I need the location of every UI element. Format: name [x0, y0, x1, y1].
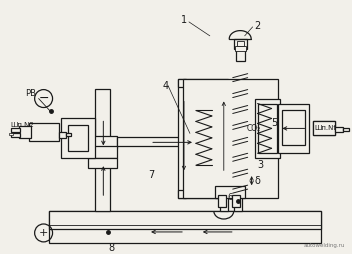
Text: +: +: [39, 228, 48, 238]
Text: Шп.Nf: Шп.Nf: [314, 125, 336, 131]
Text: РВ: РВ: [25, 89, 36, 98]
Bar: [49, 211, 321, 243]
Text: 7: 7: [148, 170, 155, 180]
Bar: [235, 46, 246, 51]
Bar: [234, 39, 247, 49]
Bar: [49, 211, 321, 229]
Bar: [282, 110, 306, 145]
Bar: [67, 133, 71, 136]
Bar: [11, 133, 20, 137]
Bar: [69, 125, 88, 151]
Bar: [215, 186, 245, 198]
Text: 2: 2: [254, 21, 261, 31]
Text: δ: δ: [254, 176, 260, 186]
Text: 4: 4: [163, 81, 169, 91]
Bar: [11, 129, 20, 132]
Bar: [220, 87, 228, 190]
Bar: [313, 121, 335, 135]
Bar: [220, 189, 228, 211]
Bar: [183, 79, 277, 198]
Bar: [234, 189, 242, 211]
Text: CO₂: CO₂: [247, 124, 261, 133]
Bar: [343, 129, 349, 131]
Bar: [335, 128, 343, 132]
Text: −: −: [38, 92, 49, 105]
Bar: [29, 123, 58, 141]
Bar: [237, 41, 244, 46]
Bar: [313, 121, 335, 135]
Text: Шп.N2: Шп.N2: [11, 122, 34, 129]
Bar: [232, 195, 240, 207]
Bar: [19, 126, 31, 138]
Bar: [88, 158, 117, 168]
Bar: [61, 118, 95, 158]
Bar: [254, 99, 279, 158]
Bar: [9, 133, 13, 135]
Text: 1: 1: [181, 15, 187, 25]
Text: 3: 3: [258, 160, 264, 170]
Bar: [88, 136, 117, 148]
Bar: [258, 104, 277, 153]
Text: autowelding.ru: autowelding.ru: [304, 243, 345, 248]
Bar: [236, 41, 245, 61]
Bar: [117, 137, 210, 146]
Bar: [88, 146, 117, 158]
Bar: [95, 89, 110, 211]
Text: 8: 8: [108, 243, 114, 253]
Bar: [178, 79, 186, 198]
Text: 5: 5: [271, 118, 278, 129]
Bar: [277, 104, 309, 153]
Bar: [58, 132, 67, 138]
Text: 6: 6: [228, 193, 233, 202]
Bar: [218, 195, 226, 207]
Bar: [178, 79, 228, 87]
Bar: [178, 190, 228, 198]
